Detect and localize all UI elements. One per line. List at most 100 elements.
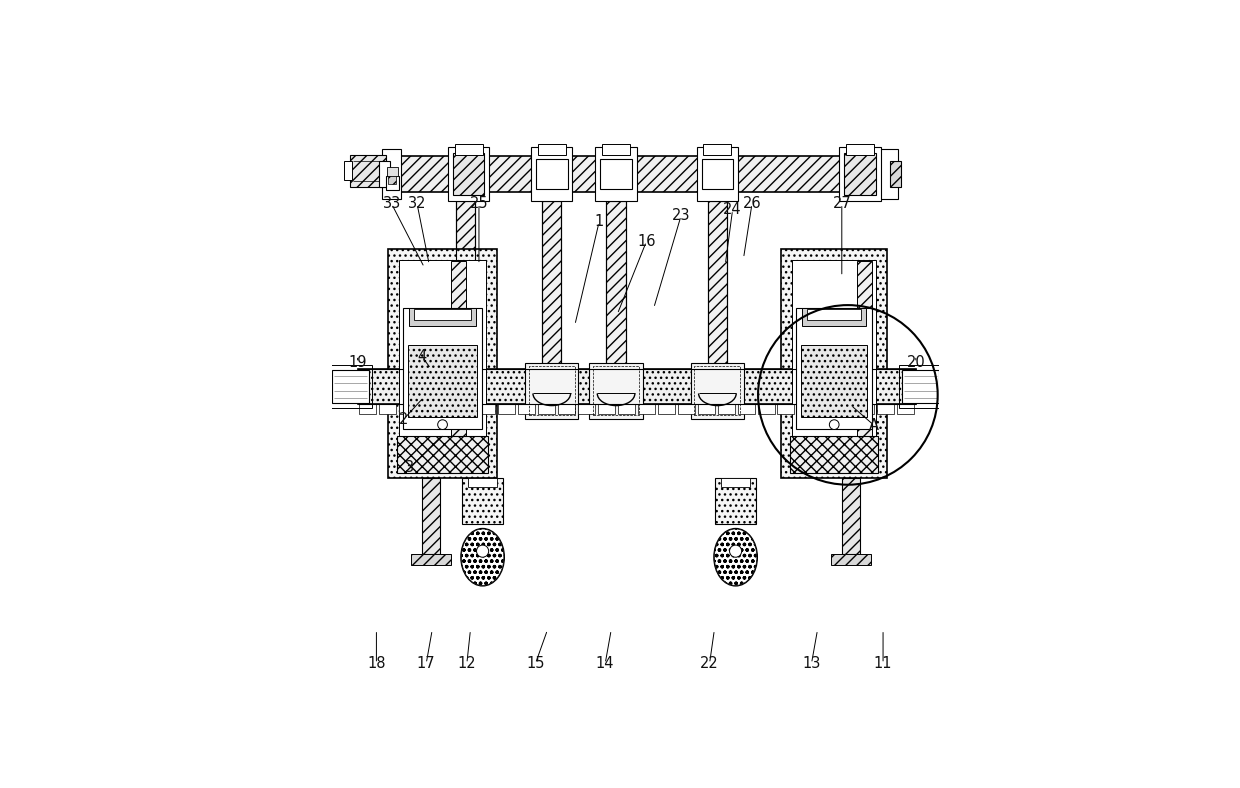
Bar xyxy=(358,404,376,414)
Bar xyxy=(578,404,595,414)
Bar xyxy=(383,157,897,191)
Text: A: A xyxy=(869,418,879,433)
Bar xyxy=(842,478,861,554)
Text: 19: 19 xyxy=(348,355,367,370)
Bar xyxy=(419,404,435,414)
Bar xyxy=(558,404,575,414)
Bar xyxy=(781,249,888,478)
Text: 13: 13 xyxy=(802,656,821,671)
Bar xyxy=(801,344,867,418)
Circle shape xyxy=(830,420,839,429)
Bar xyxy=(877,404,894,414)
Bar xyxy=(422,478,440,554)
Bar xyxy=(538,144,565,155)
Text: 3: 3 xyxy=(405,460,414,475)
Bar xyxy=(386,177,399,190)
Text: 11: 11 xyxy=(874,656,893,671)
Bar xyxy=(807,310,862,320)
Bar xyxy=(456,201,475,369)
Bar xyxy=(525,362,579,418)
Bar xyxy=(399,259,486,467)
Bar xyxy=(790,436,878,473)
Text: 22: 22 xyxy=(701,656,719,671)
Bar xyxy=(697,147,738,201)
Bar xyxy=(408,344,477,418)
Bar xyxy=(698,404,714,414)
Text: 2: 2 xyxy=(399,411,408,426)
Bar xyxy=(388,249,497,478)
Ellipse shape xyxy=(714,529,758,586)
Bar xyxy=(857,404,874,414)
Bar xyxy=(351,155,386,187)
Text: 12: 12 xyxy=(458,656,476,671)
Text: 17: 17 xyxy=(417,656,435,671)
Bar xyxy=(379,162,389,187)
Bar xyxy=(593,366,639,415)
Bar xyxy=(399,404,415,414)
Bar xyxy=(890,162,901,187)
Text: 32: 32 xyxy=(408,196,427,211)
Circle shape xyxy=(476,545,489,557)
Bar xyxy=(459,404,475,414)
Circle shape xyxy=(438,420,448,429)
Bar xyxy=(678,404,694,414)
Text: 14: 14 xyxy=(596,656,614,671)
Bar xyxy=(595,147,636,201)
Bar xyxy=(382,149,401,199)
Bar xyxy=(598,404,615,414)
Text: 20: 20 xyxy=(906,355,925,370)
Text: 15: 15 xyxy=(526,656,544,671)
Bar xyxy=(897,404,914,414)
Bar xyxy=(451,261,465,466)
Bar xyxy=(498,404,516,414)
Bar xyxy=(600,159,632,188)
Bar xyxy=(589,362,642,418)
Bar xyxy=(387,167,398,177)
Bar xyxy=(831,554,870,565)
Text: 25: 25 xyxy=(470,196,489,211)
Bar xyxy=(329,365,372,407)
Bar xyxy=(528,366,575,415)
Bar xyxy=(797,404,815,414)
Bar xyxy=(777,404,795,414)
Circle shape xyxy=(729,545,742,557)
Bar xyxy=(606,201,626,369)
Bar xyxy=(603,144,630,155)
Bar xyxy=(453,154,485,195)
Bar xyxy=(837,404,854,414)
Bar xyxy=(332,370,368,403)
Bar xyxy=(538,404,556,414)
Bar xyxy=(463,478,503,523)
Bar xyxy=(817,404,835,414)
Bar xyxy=(691,362,744,418)
Bar xyxy=(708,201,727,369)
Bar xyxy=(857,261,872,466)
Bar xyxy=(796,308,872,429)
Bar xyxy=(439,404,455,414)
Bar xyxy=(899,365,942,407)
Bar xyxy=(839,147,880,201)
Bar xyxy=(879,149,898,199)
Bar xyxy=(448,147,490,201)
Bar xyxy=(479,404,496,414)
Bar xyxy=(357,369,916,404)
Bar xyxy=(467,478,497,487)
Bar xyxy=(658,404,675,414)
Bar xyxy=(846,144,874,155)
Bar xyxy=(455,144,482,155)
Bar xyxy=(378,404,396,414)
Bar xyxy=(531,147,573,201)
Text: 1: 1 xyxy=(594,214,604,229)
Text: 26: 26 xyxy=(743,196,761,211)
Bar xyxy=(403,308,482,429)
Bar xyxy=(388,177,397,184)
Text: 33: 33 xyxy=(382,196,401,211)
Bar xyxy=(792,259,877,467)
Text: 4: 4 xyxy=(418,349,427,364)
Bar xyxy=(410,554,451,565)
Text: 27: 27 xyxy=(832,196,851,211)
Bar xyxy=(518,404,536,414)
Text: 24: 24 xyxy=(723,203,742,217)
Bar xyxy=(536,159,568,188)
Bar xyxy=(414,310,471,320)
